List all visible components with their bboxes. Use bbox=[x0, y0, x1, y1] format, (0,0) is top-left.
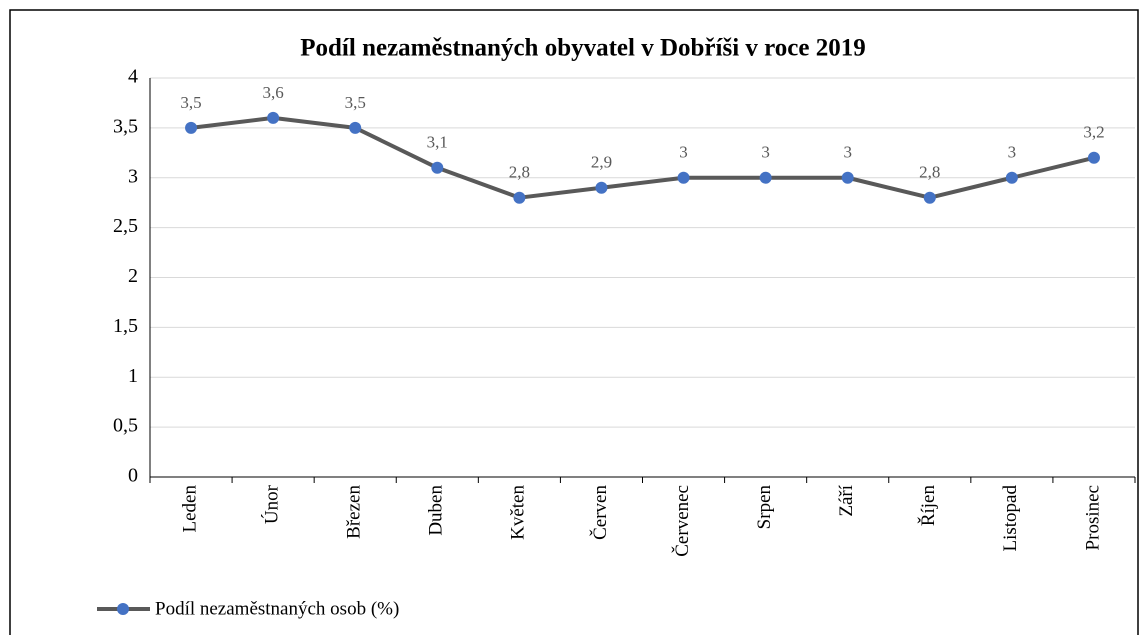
data-point bbox=[1005, 171, 1018, 184]
legend-label: Podíl nezaměstnaných osob (%) bbox=[155, 598, 399, 619]
data-point bbox=[841, 171, 854, 184]
y-tick-label: 4 bbox=[128, 66, 138, 88]
data-label: 3 bbox=[1008, 143, 1017, 162]
y-tick-label: 2 bbox=[128, 265, 138, 287]
data-point bbox=[185, 121, 198, 134]
x-tick-label: Prosinec bbox=[1082, 485, 1103, 550]
x-tick-label: Září bbox=[836, 484, 857, 516]
x-tick-label: Duben bbox=[426, 485, 447, 536]
data-label: 3,6 bbox=[263, 83, 284, 102]
data-label: 2,9 bbox=[591, 153, 612, 172]
legend-marker bbox=[117, 603, 129, 615]
data-label: 2,8 bbox=[509, 163, 530, 182]
data-point bbox=[677, 171, 690, 184]
data-point bbox=[349, 121, 362, 134]
y-tick-label: 2,5 bbox=[113, 215, 138, 237]
x-tick-label: Říjen bbox=[917, 485, 939, 527]
y-tick-label: 0 bbox=[128, 465, 138, 487]
x-tick-label: Březen bbox=[344, 485, 365, 539]
data-point bbox=[267, 111, 280, 124]
y-tick-label: 3,5 bbox=[113, 115, 138, 137]
y-tick-label: 1,5 bbox=[113, 315, 138, 337]
y-tick-label: 0,5 bbox=[113, 415, 138, 437]
chart-frame bbox=[9, 9, 1139, 635]
data-label: 3 bbox=[679, 143, 688, 162]
data-label: 3,5 bbox=[180, 93, 201, 112]
data-point bbox=[595, 181, 608, 194]
x-tick-label: Červen bbox=[589, 485, 611, 540]
data-point bbox=[513, 191, 526, 204]
data-point bbox=[1087, 151, 1100, 164]
data-label: 3 bbox=[761, 143, 770, 162]
data-point bbox=[923, 191, 936, 204]
data-label: 2,8 bbox=[919, 163, 940, 182]
data-label: 3 bbox=[843, 143, 852, 162]
data-point bbox=[431, 161, 444, 174]
data-point bbox=[759, 171, 772, 184]
y-tick-label: 1 bbox=[128, 365, 138, 387]
data-label: 3,1 bbox=[427, 133, 448, 152]
data-label: 3,2 bbox=[1083, 123, 1104, 142]
data-label: 3,5 bbox=[345, 93, 366, 112]
y-tick-label: 3 bbox=[128, 165, 138, 187]
x-tick-label: Únor bbox=[260, 484, 282, 524]
x-tick-label: Listopad bbox=[1000, 485, 1021, 552]
x-tick-label: Srpen bbox=[754, 485, 775, 530]
x-tick-label: Květen bbox=[508, 485, 529, 540]
chart-title: Podíl nezaměstnaných obyvatel v Dobříši … bbox=[300, 35, 865, 62]
x-tick-label: Leden bbox=[179, 485, 200, 533]
x-tick-label: Červenec bbox=[671, 485, 693, 557]
series-line bbox=[190, 115, 1095, 200]
